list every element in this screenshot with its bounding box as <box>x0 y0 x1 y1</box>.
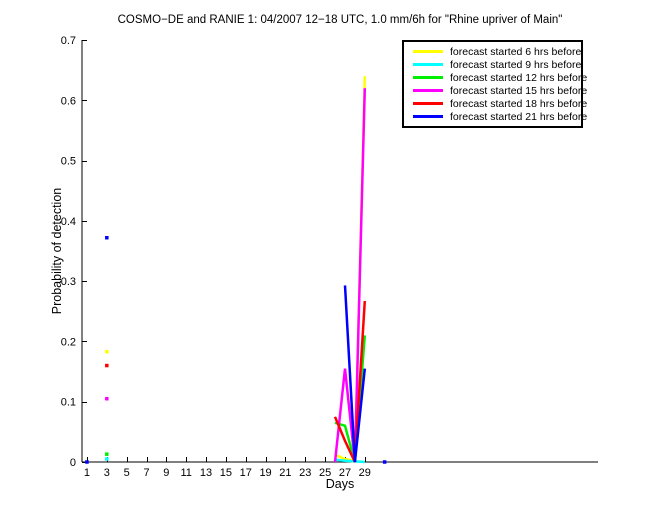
data-point-series-6 <box>105 235 109 240</box>
legend-item-4: forecast started 15 hrs before <box>404 84 587 97</box>
legend-line-sample <box>413 102 443 105</box>
legend-item-2: forecast started 9 hrs before <box>404 58 581 71</box>
x-tick-label: 17 <box>240 467 252 479</box>
x-axis-label: Days <box>325 477 355 491</box>
legend-label: forecast started 15 hrs before <box>450 84 588 97</box>
legend-line-sample <box>413 76 443 79</box>
x-tick-label: 5 <box>124 467 130 479</box>
x-tick-label: 3 <box>104 467 110 479</box>
y-axis-label: Probability of detection <box>50 187 64 315</box>
legend-line-sample <box>413 50 443 53</box>
x-tick-label: 11 <box>180 467 191 479</box>
x-tick-label: 21 <box>279 467 291 479</box>
x-tick-label: 9 <box>163 467 169 479</box>
legend-label: forecast started 18 hrs before <box>450 97 588 110</box>
x-tick-label: 27 <box>339 467 351 479</box>
legend-line-sample <box>413 89 443 92</box>
data-point-series-4 <box>105 396 109 401</box>
y-tick-label: 0.7 <box>61 35 76 47</box>
data-point-series-5 <box>105 363 109 368</box>
tick-labels: 1 3 5 7 9 11 13 15 17 19 21 23 25 27 2900.10.20.30.40.… <box>61 35 371 479</box>
legend-label: forecast started 21 hrs before <box>450 110 588 123</box>
legend-line-sample <box>413 63 443 66</box>
legend-label: forecast started 6 hrs before <box>450 45 582 58</box>
y-tick-label: 0.5 <box>61 156 76 168</box>
y-tick-label: 0.6 <box>61 95 76 107</box>
legend-item-5: forecast started 18 hrs before <box>404 97 587 110</box>
data-line-series-2 <box>334 458 365 464</box>
legend-item-6: forecast started 21 hrs before <box>404 110 587 123</box>
x-tick-label: 19 <box>259 467 271 479</box>
data-point-series-6 <box>85 460 89 464</box>
x-tick-label: 13 <box>200 467 212 479</box>
axes <box>81 40 598 463</box>
x-tick-label: 23 <box>299 467 311 479</box>
x-tick-label: 25 <box>319 467 331 479</box>
data-point-series-6 <box>382 460 387 464</box>
data-series <box>85 76 387 464</box>
y-tick-label: 0 <box>70 457 76 469</box>
data-point-series-2 <box>105 457 109 461</box>
y-tick-label: 0.2 <box>61 336 76 348</box>
data-point-series-1 <box>105 349 109 354</box>
legend-label: forecast started 9 hrs before <box>450 58 582 71</box>
y-tick-label: 0.1 <box>61 397 76 409</box>
legend-item-1: forecast started 6 hrs before <box>404 45 581 58</box>
data-point-series-3 <box>105 452 109 456</box>
data-line-series-6 <box>343 285 367 463</box>
legend-box: forecast started 6 hrs before forecast st… <box>402 40 587 128</box>
legend-item-3: forecast started 12 hrs before <box>404 71 587 84</box>
x-tick-label: 15 <box>220 467 232 479</box>
x-tick-label: 7 <box>143 467 149 479</box>
plot-title: COSMO−DE and RANIE 1: 04/2007 12−18 UTC,… <box>117 14 563 26</box>
legend-label: forecast started 12 hrs before <box>450 71 588 84</box>
x-tick-label: 1 <box>84 467 90 479</box>
x-tick-label: 29 <box>359 467 371 479</box>
data-line-series-4 <box>333 88 367 463</box>
legend-line-sample <box>413 115 443 118</box>
y-tick-label: 0.3 <box>61 276 76 288</box>
y-tick-label: 0.4 <box>61 216 76 228</box>
data-line-series-5 <box>333 300 367 463</box>
